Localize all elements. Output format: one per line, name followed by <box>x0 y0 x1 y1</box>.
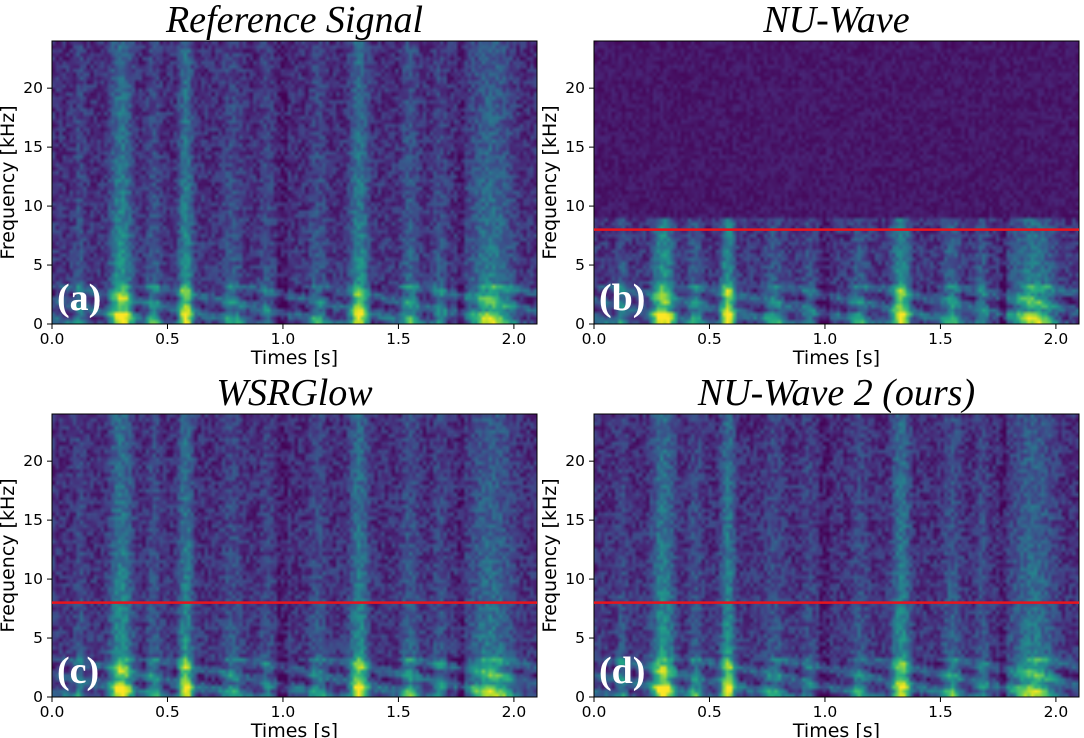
subplot-0: 0.0 0.5 1.0 1.5 2.0 0 5 10 15 20 Times [s] Frequenc… <box>0 0 538 369</box>
panel-title: NU-Wave <box>762 0 909 41</box>
spectrogram-image <box>52 41 537 324</box>
x-tick-label: 0.0 <box>582 330 607 348</box>
x-axis-label: Times [s] <box>792 347 880 369</box>
y-tick-label: 15 <box>565 511 585 529</box>
x-axis-label: Times [s] <box>250 347 338 369</box>
y-tick-label: 20 <box>23 452 43 470</box>
y-tick-label: 0 <box>575 315 585 333</box>
y-tick-label: 10 <box>23 570 43 588</box>
y-tick-label: 5 <box>33 256 43 274</box>
y-axis-label: Frequency [kHz] <box>539 105 561 259</box>
y-tick-label: 0 <box>33 688 43 706</box>
panel-label: (c) <box>57 650 99 692</box>
spectrogram-image <box>594 41 1079 324</box>
y-tick-label: 20 <box>23 79 43 97</box>
y-tick-label: 10 <box>23 197 43 215</box>
panel-title: NU-Wave 2 (ours) <box>697 372 975 414</box>
x-tick-label: 2.0 <box>1044 330 1069 348</box>
x-axis-label: Times [s] <box>792 720 880 738</box>
y-tick-label: 15 <box>23 511 43 529</box>
x-tick-label: 0.5 <box>697 703 722 721</box>
y-axis-label: Frequency [kHz] <box>539 478 561 632</box>
x-tick-label: 1.5 <box>386 703 411 721</box>
x-tick-label: 0.0 <box>582 703 607 721</box>
y-tick-label: 5 <box>575 256 585 274</box>
y-tick-label: 10 <box>565 570 585 588</box>
subplot-1: 0.0 0.5 1.0 1.5 2.0 0 5 10 15 20 Times [s] Frequenc… <box>539 0 1080 369</box>
panel-title: WSRGlow <box>216 372 373 414</box>
subplot-3: 0.0 0.5 1.0 1.5 2.0 0 5 10 15 20 Times [s] Frequenc… <box>539 372 1080 738</box>
x-tick-label: 1.5 <box>928 703 953 721</box>
y-tick-label: 15 <box>23 138 43 156</box>
x-tick-label: 0.0 <box>40 330 65 348</box>
x-tick-label: 1.0 <box>813 330 838 348</box>
y-tick-label: 20 <box>565 452 585 470</box>
x-tick-label: 2.0 <box>1044 703 1069 721</box>
panel-label: (a) <box>57 277 101 319</box>
panel-title: Reference Signal <box>165 0 423 41</box>
y-tick-label: 5 <box>33 629 43 647</box>
axes-frame <box>593 413 1080 698</box>
x-tick-label: 0.5 <box>697 330 722 348</box>
spectrogram-image <box>594 414 1079 697</box>
y-tick-label: 15 <box>565 138 585 156</box>
axes-frame <box>51 413 538 698</box>
y-tick-label: 0 <box>575 688 585 706</box>
x-tick-label: 2.0 <box>502 330 527 348</box>
x-tick-label: 2.0 <box>502 703 527 721</box>
y-axis-label: Frequency [kHz] <box>0 105 19 259</box>
x-tick-label: 1.0 <box>813 703 838 721</box>
y-tick-label: 20 <box>565 79 585 97</box>
y-tick-label: 0 <box>33 315 43 333</box>
x-axis-label: Times [s] <box>250 720 338 738</box>
x-tick-label: 1.5 <box>386 330 411 348</box>
subplot-2: 0.0 0.5 1.0 1.5 2.0 0 5 10 15 20 Times [s] Frequenc… <box>0 372 538 738</box>
panel-label: (b) <box>599 277 645 319</box>
y-tick-label: 10 <box>565 197 585 215</box>
spectrogram-image <box>52 414 537 697</box>
axes-frame <box>51 40 538 325</box>
y-tick-label: 5 <box>575 629 585 647</box>
y-axis-label: Frequency [kHz] <box>0 478 19 632</box>
x-tick-label: 0.5 <box>155 330 180 348</box>
axes-frame <box>593 40 1080 325</box>
x-tick-label: 0.0 <box>40 703 65 721</box>
x-tick-label: 1.5 <box>928 330 953 348</box>
x-tick-label: 1.0 <box>271 703 296 721</box>
x-tick-label: 0.5 <box>155 703 180 721</box>
panel-label: (d) <box>599 650 645 692</box>
x-tick-label: 1.0 <box>271 330 296 348</box>
